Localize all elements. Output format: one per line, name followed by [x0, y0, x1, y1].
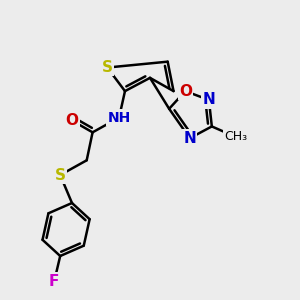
- Text: N: N: [183, 131, 196, 146]
- Text: S: S: [55, 167, 66, 182]
- Text: NH: NH: [107, 111, 131, 124]
- Text: O: O: [65, 113, 79, 128]
- Text: CH₃: CH₃: [224, 130, 247, 143]
- Text: S: S: [102, 60, 113, 75]
- Text: N: N: [202, 92, 215, 107]
- Text: O: O: [179, 84, 192, 99]
- Text: F: F: [49, 274, 59, 289]
